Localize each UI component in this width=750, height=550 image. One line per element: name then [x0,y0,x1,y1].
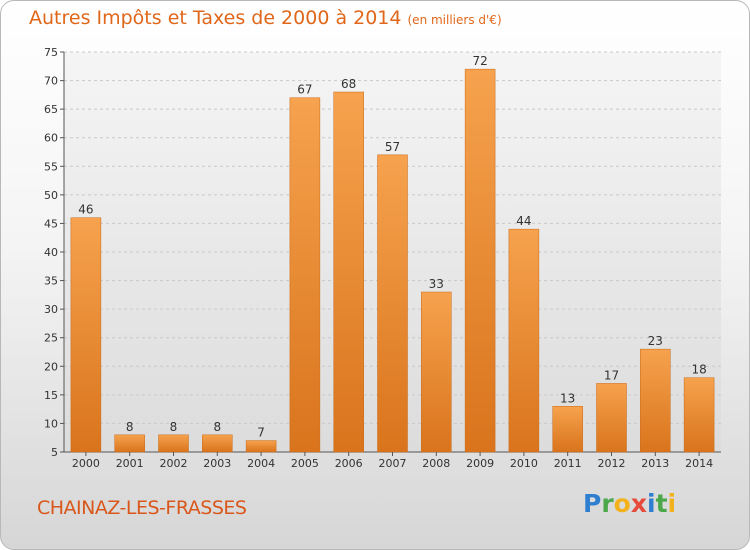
bar-2006 [333,91,364,453]
bar-2002 [158,434,189,453]
y-tick-label: 20 [44,360,58,373]
y-tick-label: 65 [44,103,58,116]
x-tick-label-2007: 2007 [379,457,407,470]
bar-2005 [289,97,321,453]
y-tick-label: 25 [44,332,58,345]
logo-letter: x [630,489,647,518]
y-tick-label: 75 [44,46,58,59]
logo-letter: i [667,489,677,518]
x-tick-label-2000: 2000 [72,457,100,470]
bar-2010 [508,228,540,453]
y-tick-label: 45 [44,217,58,230]
y-tick-label: 60 [44,132,58,145]
logo-letter: i [647,489,656,518]
y-tick-label: 5 [51,446,58,459]
x-tick-label-2002: 2002 [160,457,188,470]
x-tick-label-2008: 2008 [422,457,450,470]
bar-2013 [640,348,671,453]
chart-subtitle: (en milliers d'€) [407,13,502,27]
chart-title-text: Autres Impôts et Taxes de 2000 à 2014 [29,7,402,29]
x-tick-label-2014: 2014 [685,457,713,470]
value-label-2011: 13 [560,391,575,405]
y-tick-label: 35 [44,275,58,288]
chart-title: Autres Impôts et Taxes de 2000 à 2014 (en… [29,7,502,29]
x-tick-label-2010: 2010 [510,457,538,470]
value-label-2003: 8 [213,420,221,434]
value-label-2002: 8 [170,420,178,434]
bar-2000 [70,217,102,453]
x-tick-label-2013: 2013 [641,457,669,470]
logo-letter: t [655,489,668,518]
x-tick-label-2004: 2004 [247,457,275,470]
x-tick-label-2011: 2011 [554,457,582,470]
proxiti-logo[interactable]: Proxiti [583,489,676,518]
y-tick-label: 50 [44,189,58,202]
y-tick-label: 15 [44,389,58,402]
bar-2003 [202,434,233,453]
y-tick-label: 10 [44,417,58,430]
bar-2009 [464,68,496,453]
x-tick-label-2012: 2012 [598,457,626,470]
y-tick-label: 55 [44,160,58,173]
value-label-2014: 18 [691,363,706,377]
value-label-2000: 46 [78,203,93,217]
value-label-2001: 8 [126,420,134,434]
x-tick-label-2001: 2001 [116,457,144,470]
logo-letter: P [583,489,602,518]
value-label-2009: 72 [472,54,487,68]
commune-name: CHAINAZ-LES-FRASSES [37,497,247,519]
bar-2012 [596,383,627,453]
x-tick-label-2006: 2006 [335,457,363,470]
value-label-2005: 67 [297,83,312,97]
x-tick-label-2005: 2005 [291,457,319,470]
value-label-2004: 7 [257,426,265,440]
value-label-2007: 57 [385,140,400,154]
bar-2011 [552,406,583,453]
value-label-2013: 23 [648,334,663,348]
y-tick-label: 70 [44,75,58,88]
logo-letter: r [601,489,614,518]
y-tick-label: 30 [44,303,58,316]
logo-letter: o [613,489,631,518]
bar-2014 [683,377,715,453]
value-label-2008: 33 [429,277,444,291]
y-tick-label: 40 [44,246,58,259]
bar-2004 [245,440,277,453]
bar-2001 [114,434,145,453]
value-label-2012: 17 [604,368,619,382]
x-tick-label-2009: 2009 [466,457,494,470]
value-label-2006: 68 [341,77,356,91]
value-label-2010: 44 [516,214,531,228]
bar-2008 [421,291,452,453]
bar-2007 [377,154,408,453]
x-tick-label-2003: 2003 [203,457,231,470]
